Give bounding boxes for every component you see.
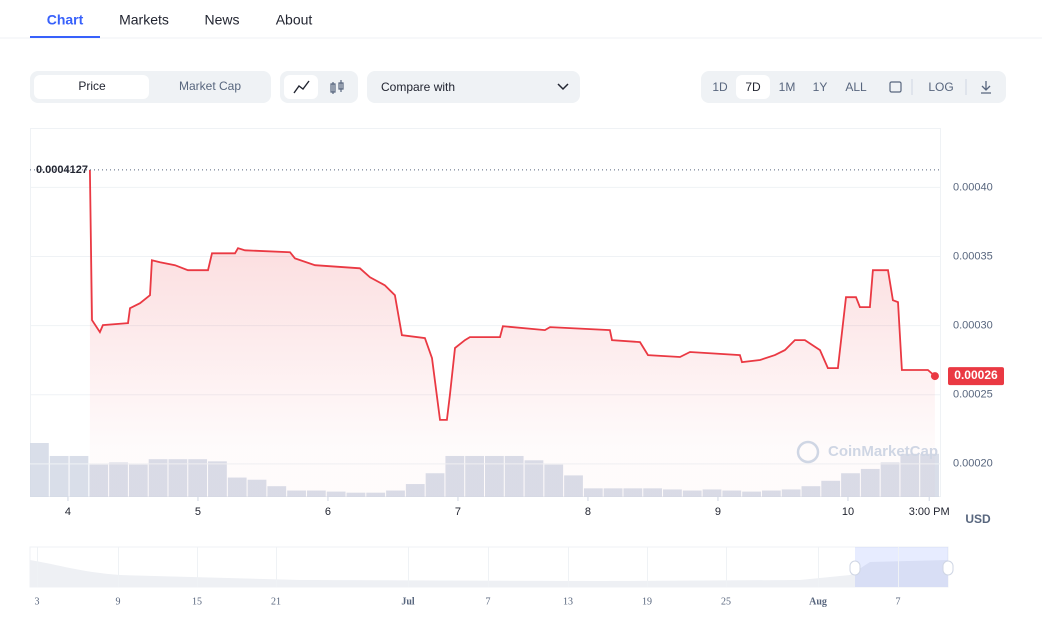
compare-select[interactable]: [367, 71, 580, 103]
download-icon[interactable]: [981, 81, 991, 94]
tab[interactable]: Markets: [119, 12, 169, 28]
x-tick-label: 8: [585, 506, 591, 518]
x-tick-label: 10: [842, 506, 854, 518]
navigator-selection[interactable]: [855, 547, 948, 587]
toggle[interactable]: Market Cap: [179, 79, 241, 93]
range-button[interactable]: 1D: [712, 80, 728, 94]
navigator-label: 25: [721, 596, 731, 607]
navigator-label: 13: [563, 596, 573, 607]
x-tick-label: 5: [195, 506, 201, 518]
price-line: [89, 169, 936, 421]
navigator-handle[interactable]: [942, 560, 954, 576]
toggle-active: [34, 75, 149, 99]
range-button[interactable]: 1Y: [813, 80, 828, 94]
navigator-label: 19: [642, 596, 652, 607]
y-tick-label: 0.00030: [953, 320, 993, 332]
navigator-label: 15: [192, 596, 202, 607]
x-tick-label: 6: [325, 506, 331, 518]
navigator-label: 3: [35, 596, 40, 607]
line-icon: [293, 80, 310, 94]
navigator-labels: 3 9 15 21 Jul 7 13 19 25 Aug 7: [35, 547, 901, 607]
navigator-label: 7: [896, 596, 901, 607]
x-tick-label: 4: [65, 506, 71, 518]
range-button[interactable]: ALL: [845, 80, 867, 94]
y-tick-label: 0.00020: [953, 458, 993, 470]
y-tick-label: 0.00025: [953, 389, 993, 401]
volume-bar: [30, 443, 49, 497]
candle-icon[interactable]: [330, 80, 344, 94]
navigator-label: Aug: [809, 596, 827, 607]
chevron: [557, 83, 569, 91]
current-label: 0.00026: [954, 368, 998, 382]
price-area: [89, 169, 935, 497]
last-point: [930, 372, 939, 381]
volume-bar: [49, 455, 69, 497]
currency-label: USD: [965, 512, 991, 526]
x-tick-label: 7: [455, 506, 461, 518]
x-tick-label: 3:00 PM: [909, 506, 950, 518]
tab[interactable]: About: [276, 12, 313, 28]
range-active: [736, 75, 770, 99]
watermark: CoinMarketCap: [828, 443, 938, 460]
navigator-label: Jul: [401, 596, 415, 607]
toggle[interactable]: Price: [78, 79, 106, 93]
plot-layer: 0.00020 0.00025 0.00030 0.00035 0.00040 4 5 6 7 8…: [30, 164, 1004, 518]
volume-bar: [69, 455, 89, 497]
range-button[interactable]: 1M: [779, 80, 796, 94]
log-button[interactable]: LOG: [928, 80, 953, 94]
calendar-icon[interactable]: [889, 81, 902, 93]
tab[interactable]: News: [204, 12, 239, 28]
navigator-handle[interactable]: [849, 560, 861, 576]
range-button[interactable]: 7D: [745, 80, 761, 94]
navigator-label: 7: [486, 596, 491, 607]
navigator-label: 9: [116, 596, 121, 607]
navigator-area: [30, 560, 948, 587]
tab[interactable]: Chart: [47, 12, 84, 28]
high-label: 0.0004127: [36, 164, 88, 176]
current-tag: [948, 367, 1004, 386]
watermark-logo: [796, 440, 820, 464]
y-tick-label: 0.00040: [953, 181, 993, 193]
navigator-label: 21: [271, 596, 281, 607]
y-tick-label: 0.00035: [953, 250, 993, 262]
x-tick-label: 9: [715, 506, 721, 518]
compare-label: Compare with: [381, 80, 455, 94]
range-group: [701, 71, 1006, 103]
